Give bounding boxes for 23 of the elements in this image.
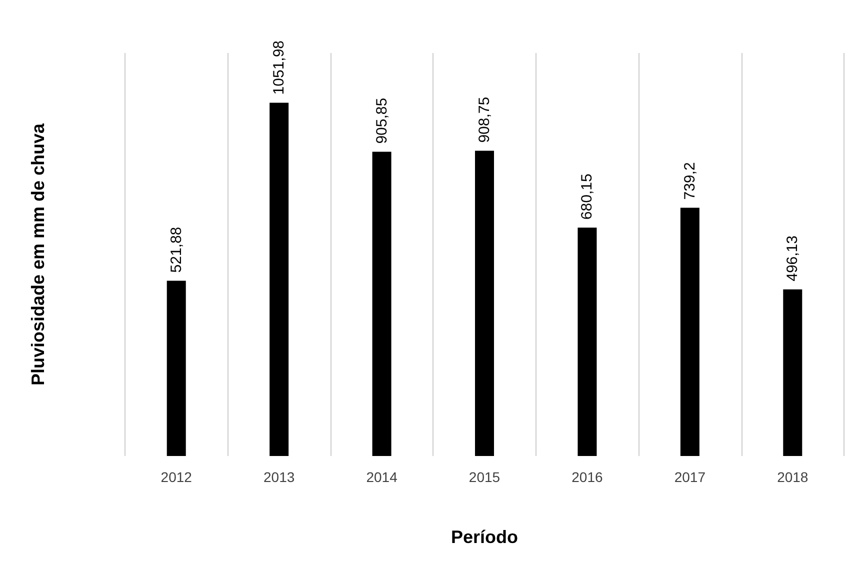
bar (475, 150, 494, 456)
y-axis-title: Pluviosidade em mm de chuva (28, 122, 48, 386)
x-tick-label: 2018 (777, 469, 808, 485)
data-label: 680,15 (578, 174, 596, 220)
data-label: 496,13 (784, 235, 802, 282)
x-tick-label: 2015 (468, 469, 500, 485)
x-tick-label: 2013 (263, 469, 295, 485)
x-tick-label: 2016 (572, 469, 603, 485)
x-tick-label: 2014 (366, 469, 398, 485)
bar (578, 228, 597, 456)
x-tick-label: 2012 (160, 469, 192, 485)
bar (680, 208, 700, 456)
x-axis-title: Período (450, 527, 518, 547)
data-label: 1051,98 (270, 40, 288, 95)
x-tick-label: 2017 (674, 469, 706, 485)
data-label: 521,88 (168, 226, 185, 273)
bar (372, 152, 392, 456)
data-label: 739,2 (681, 162, 698, 200)
bar (783, 289, 802, 456)
bar (166, 280, 186, 456)
data-label: 905,85 (373, 98, 390, 144)
data-label: 908,75 (476, 96, 493, 143)
bar (270, 102, 289, 456)
